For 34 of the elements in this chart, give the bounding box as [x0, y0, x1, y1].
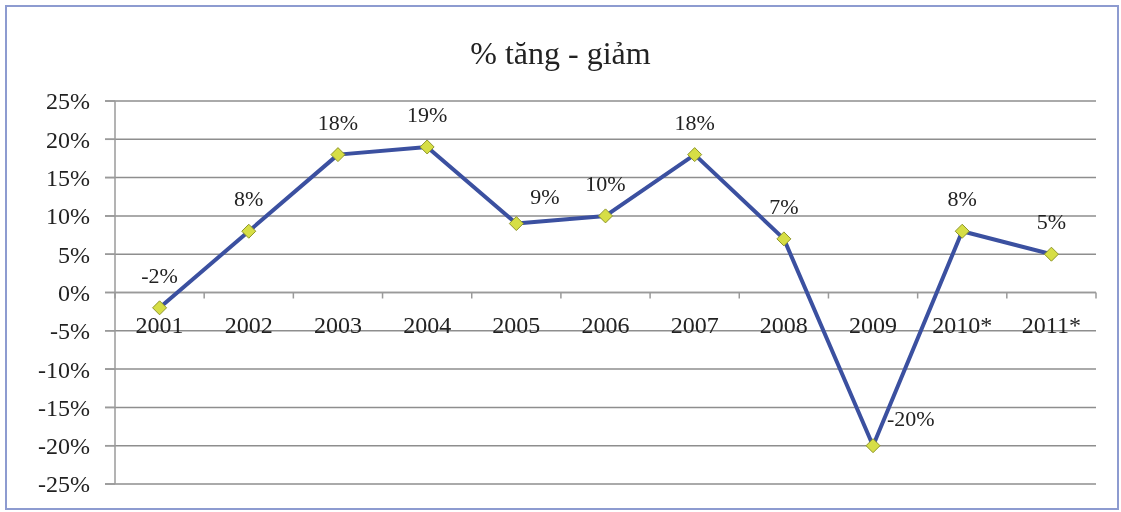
x-tick-label: 2006: [581, 311, 630, 338]
data-label: 18%: [674, 109, 715, 135]
x-tick-label: 2004: [403, 311, 452, 338]
y-tick-label: -25%: [38, 471, 91, 498]
y-tick-label: 15%: [46, 165, 90, 191]
x-tick-label: 2009: [849, 311, 898, 338]
data-label: -20%: [887, 405, 935, 431]
y-tick-label: 25%: [46, 88, 90, 115]
data-label: 9%: [530, 183, 560, 209]
x-tick-label: 2001: [135, 311, 184, 338]
data-label: 10%: [585, 170, 626, 196]
data-label: -2%: [141, 262, 178, 288]
y-tick-label: -15%: [38, 394, 91, 421]
x-tick-label: 2011*: [1021, 311, 1081, 338]
data-label: 19%: [406, 101, 448, 127]
y-tick-label: -20%: [38, 433, 91, 460]
x-tick-label: 2003: [313, 311, 362, 338]
chart-title: % tăng - giảm: [470, 35, 651, 71]
data-label: 8%: [234, 186, 264, 212]
y-tick-label: -5%: [50, 318, 91, 345]
x-tick-label: 2002: [224, 311, 273, 338]
y-tick-label: 10%: [46, 203, 90, 230]
data-label: 18%: [317, 109, 359, 135]
x-tick-label: 2010*: [932, 311, 993, 338]
y-tick-label: 20%: [46, 126, 90, 153]
y-tick-label: 0%: [58, 279, 90, 306]
y-tick-label: 5%: [58, 241, 90, 268]
x-tick-label: 2007: [670, 311, 719, 338]
data-label: 8%: [947, 186, 977, 212]
data-label: 5%: [1036, 209, 1067, 235]
y-tick-label: -10%: [38, 356, 91, 383]
x-tick-label: 2005: [492, 311, 541, 338]
data-label: 7%: [769, 193, 799, 219]
x-tick-label: 2008: [759, 311, 808, 338]
